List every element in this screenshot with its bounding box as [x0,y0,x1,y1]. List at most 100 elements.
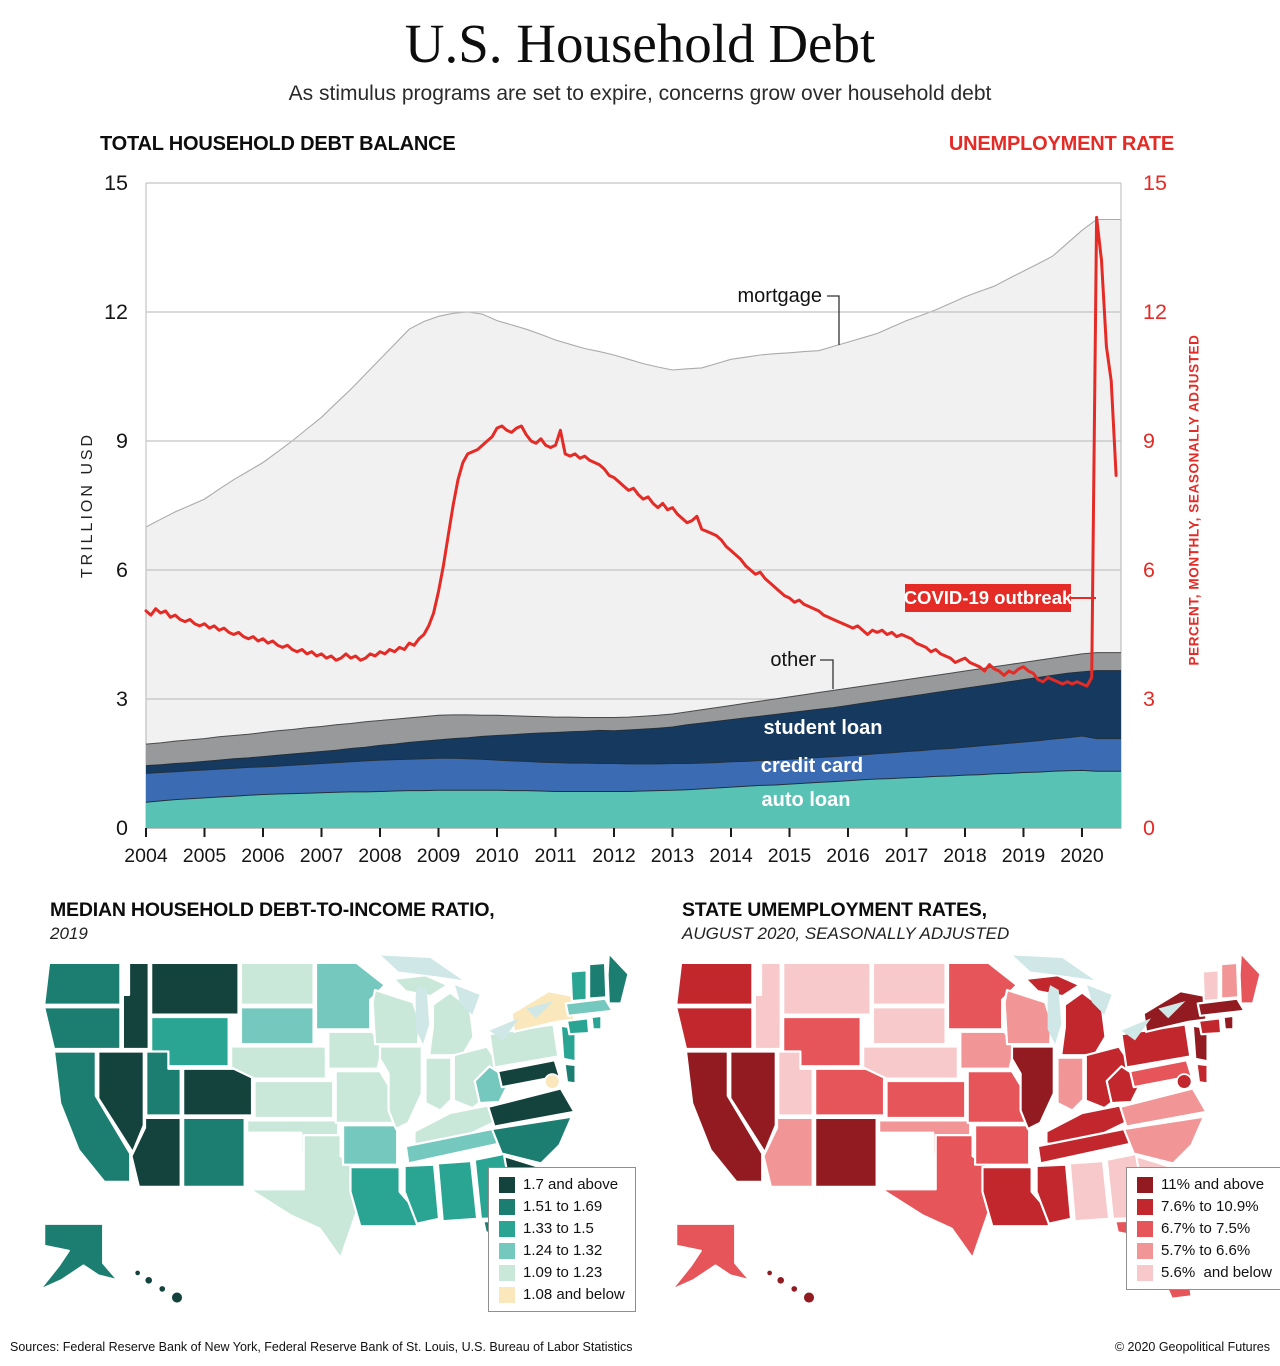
state-DC [543,1073,561,1090]
state-RI [590,1014,603,1031]
state-WA [675,961,754,1006]
unemployment-legend-swatch-2 [1137,1220,1153,1237]
left-axis-title: TRILLION USD [79,431,96,579]
auto-loan-band [146,770,1121,828]
left-axis-tick-3: 3 [116,687,128,711]
state-MI [1060,991,1107,1057]
great-lake-4 [1158,1001,1186,1019]
credit-card-band-edge [145,735,1121,774]
unemployment-legend-row: 5.7% to 6.6% [1137,1242,1272,1259]
right-axis-tick-3: 3 [1143,687,1155,711]
debt-to-income-map [38,951,630,1305]
left-axis-tick-0: 0 [116,816,128,840]
right-axis-tick-12: 12 [1143,300,1167,324]
state-TX [248,1134,366,1260]
state-IN [424,1056,453,1112]
debt-legend-row: 1.33 to 1.5 [499,1220,625,1237]
great-lake-3 [489,1018,519,1041]
state-ME [1238,951,1262,1005]
x-label-2009: 2009 [417,845,460,867]
unemployment-legend-swatch-4 [1137,1264,1153,1281]
state-VT [569,969,588,1003]
x-label-2007: 2007 [300,845,343,867]
state-ME [606,951,630,1005]
unemployment-map-title: STATE UMEMPLOYMENT RATES, [682,899,987,921]
state-AR [341,1124,399,1166]
copyright-note: © 2020 Geopolitical Futures [1114,1340,1270,1354]
state-WA [43,961,122,1006]
right-axis-tick-0: 0 [1143,816,1155,840]
state-CT [565,1017,591,1036]
state-AK [38,1222,120,1292]
debt-legend-label-1: 1.51 to 1.69 [523,1198,603,1215]
x-label-2006: 2006 [241,845,284,867]
state-MI [392,974,449,998]
state-KS [253,1079,335,1120]
state-HI [789,1284,799,1294]
state-WI [1003,988,1053,1046]
unemployment-legend-row: 11% and above [1137,1176,1272,1193]
great-lake-2 [455,985,480,1015]
state-MI [1024,974,1081,998]
debt-map-subtitle: 2019 [50,924,88,943]
x-label-2019: 2019 [1002,845,1045,867]
unemployment-line [144,215,1118,688]
state-ND [239,961,315,1006]
state-AZ [130,1116,182,1188]
state-MT [150,961,240,1016]
state-HI [802,1290,816,1305]
mortgage-label: mortgage [738,285,823,307]
right-axis-tick-15: 15 [1143,171,1167,195]
unemployment-legend-label-2: 6.7% to 7.5% [1161,1220,1251,1237]
state-WY [150,1015,230,1068]
covid-label-box [905,584,1071,612]
auto-loan-label: auto loan [762,789,851,811]
right-axis-tick-9: 9 [1143,429,1155,453]
state-NE [230,1045,327,1080]
state-HI [143,1275,154,1286]
x-label-2005: 2005 [183,845,227,867]
state-MD [1128,1059,1193,1089]
state-NH [587,961,608,1000]
debt-legend-swatch-1 [499,1198,515,1215]
other-pointer [820,659,834,689]
great-lake-0 [1013,955,1095,981]
unemployment-legend-swatch-3 [1137,1242,1153,1259]
great-lake-2 [1087,985,1112,1015]
state-MN [946,961,1019,1031]
x-label-2013: 2013 [651,845,694,867]
state-OR [675,1006,754,1051]
other-band-edge [145,652,1121,745]
debt-map-legend: 1.7 and above 1.51 to 1.69 1.33 to 1.5 1.24… [488,1167,636,1312]
state-IL [1010,1045,1055,1131]
state-CO [182,1067,254,1117]
state-NC [490,1115,573,1165]
x-label-2010: 2010 [475,845,519,867]
x-label-2014: 2014 [709,845,753,867]
x-label-2011: 2011 [535,845,577,867]
debt-legend-label-4: 1.09 to 1.23 [523,1264,603,1281]
unemployment-legend-swatch-0 [1137,1176,1153,1193]
state-ID [121,961,150,1051]
state-NV [729,1050,777,1154]
sources-note: Sources: Federal Reserve Bank of New Yor… [10,1340,633,1354]
state-MA [1196,997,1246,1017]
x-label-2020: 2020 [1060,845,1104,867]
mortgage-pointer [827,295,840,345]
state-IL [378,1045,423,1131]
state-AR [973,1124,1031,1166]
debt-legend-swatch-4 [499,1264,515,1281]
debt-legend-row: 1.09 to 1.23 [499,1264,625,1281]
right-axis-tick-6: 6 [1143,558,1155,582]
unemployment-legend-label-3: 5.7% to 6.6% [1161,1242,1251,1259]
state-TX [880,1134,998,1260]
debt-legend-row: 1.08 and below [499,1286,625,1303]
state-NM [814,1116,878,1188]
state-CA [52,1050,132,1184]
great-lake-4 [526,1001,554,1019]
state-CA [684,1050,764,1184]
household-debt-chart: 15 15 12 12 9 9 6 6 3 3 0 0 2004 2005 2006 2007 2008 2009… [104,171,1167,867]
state-MI [428,991,475,1057]
unemployment-legend-row: 7.6% to 10.9% [1137,1198,1272,1215]
great-lake-0 [381,955,463,981]
